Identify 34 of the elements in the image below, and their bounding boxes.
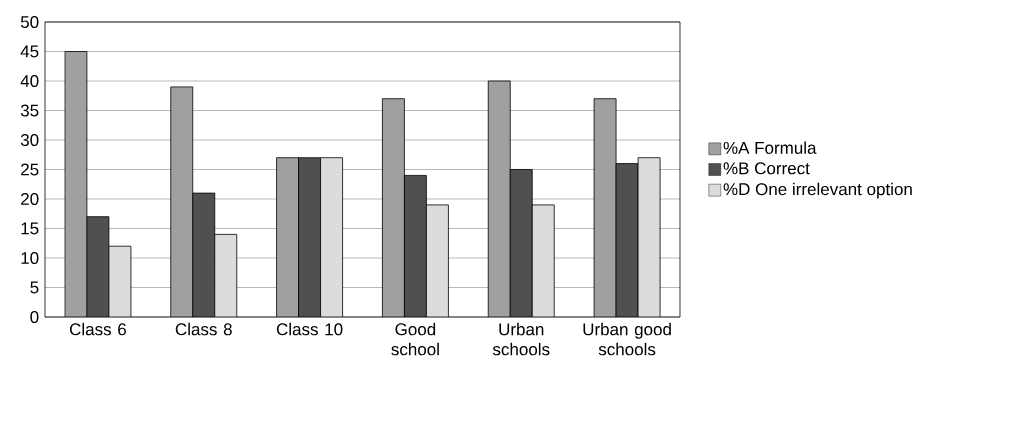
x-tick-label: Good school (391, 322, 439, 356)
bar (426, 204, 449, 317)
y-tick-label: 5 (30, 281, 39, 294)
bar (637, 157, 661, 317)
bar (532, 204, 555, 317)
bar (615, 163, 639, 317)
x-tick-label: Class 8 (175, 322, 232, 336)
y-tick-label: 40 (20, 74, 39, 88)
bar (170, 86, 193, 317)
legend-label: %A Formula (723, 141, 817, 154)
bar (276, 157, 299, 317)
legend-label: %B Correct (723, 162, 810, 175)
y-tick-label: 25 (21, 163, 39, 176)
y-tick-label: 20 (21, 192, 39, 206)
bar (64, 51, 87, 317)
bar (488, 81, 511, 317)
y-tick-label: 35 (20, 104, 39, 117)
y-tick-label: 50 (20, 15, 39, 29)
bar (214, 234, 237, 317)
y-tick-label: 0 (30, 310, 39, 324)
y-tick-label: 15 (21, 222, 39, 235)
y-tick-label: 30 (20, 133, 39, 147)
bar (382, 98, 405, 317)
x-tick-label: Class 10 (276, 322, 343, 336)
y-tick-label: 45 (20, 45, 39, 58)
legend-label: %D One irrelevant option (723, 182, 912, 199)
x-tick-label: Class 6 (69, 322, 126, 336)
bar (320, 157, 343, 317)
y-tick-label: 10 (21, 251, 39, 265)
bar (298, 157, 321, 317)
bar (86, 216, 109, 317)
bar (593, 98, 617, 317)
x-tick-label: Urban good schools (583, 322, 671, 356)
x-tick-label: Urban schools (492, 322, 550, 356)
